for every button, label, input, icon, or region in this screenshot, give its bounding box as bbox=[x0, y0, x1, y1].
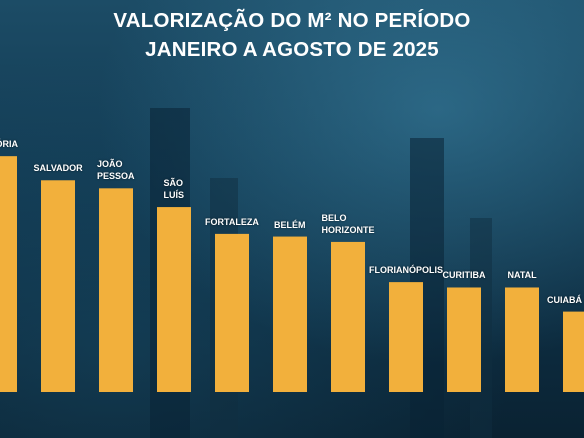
bar-label-line: CUIABÁ bbox=[547, 294, 582, 305]
bar-label-line: VITÓRIA bbox=[0, 139, 19, 150]
bar-label: SÃO LUÍS bbox=[164, 177, 185, 201]
bar-label: FORTALEZA bbox=[205, 216, 259, 228]
bar-fortaleza bbox=[215, 233, 249, 392]
bar-natal bbox=[505, 287, 539, 392]
bar-florianópolis bbox=[389, 282, 423, 392]
bar-salvador bbox=[41, 180, 75, 392]
bar-são-luís bbox=[157, 207, 191, 392]
bar-label-line: FLORIANÓPOLIS bbox=[369, 265, 443, 276]
chart-title: VALORIZAÇÃO DO M² NO PERÍODO JANEIRO A A… bbox=[0, 6, 584, 64]
title-line-1: VALORIZAÇÃO DO M² NO PERÍODO bbox=[113, 9, 471, 32]
bar-label-line: LUÍS bbox=[163, 190, 185, 201]
bar-label: SALVADOR bbox=[34, 162, 83, 174]
bar-label: VITÓRIA bbox=[0, 138, 18, 150]
bar-label: BELO HORIZONTE bbox=[322, 212, 375, 236]
bar-label: CURITIBA bbox=[443, 269, 486, 281]
bar-label-line: CURITIBA bbox=[442, 270, 486, 281]
bar-label-line: SÃO bbox=[163, 178, 184, 189]
bar-label: NATAL bbox=[508, 269, 537, 281]
bar-label-line: PESSOA bbox=[97, 171, 135, 182]
bar-label: BELÉM bbox=[274, 219, 306, 231]
bar-vitória bbox=[0, 156, 17, 392]
bar-label-line: HORIZONTE bbox=[321, 224, 375, 235]
bar-label: FLORIANÓPOLIS bbox=[369, 264, 443, 276]
bar-label-line: NATAL bbox=[507, 270, 537, 281]
bar-label-line: FORTALEZA bbox=[205, 216, 259, 227]
bar-label-line: JOÃO bbox=[97, 159, 123, 170]
bar-cuiabá bbox=[563, 311, 584, 392]
bar-label: JOÃO PESSOA bbox=[97, 158, 135, 182]
bar-label: CUIABÁ bbox=[547, 294, 582, 306]
bar-label-line: BELO bbox=[321, 212, 347, 223]
bar-joão-pessoa bbox=[99, 188, 133, 392]
bar-label-line: BELÉM bbox=[274, 219, 306, 230]
bar-belém bbox=[273, 236, 307, 392]
bar-curitiba bbox=[447, 287, 481, 392]
title-line-2: JANEIRO A AGOSTO DE 2025 bbox=[145, 38, 439, 61]
bar-belo-horizonte bbox=[331, 241, 365, 392]
bar-label-line: SALVADOR bbox=[33, 163, 83, 174]
